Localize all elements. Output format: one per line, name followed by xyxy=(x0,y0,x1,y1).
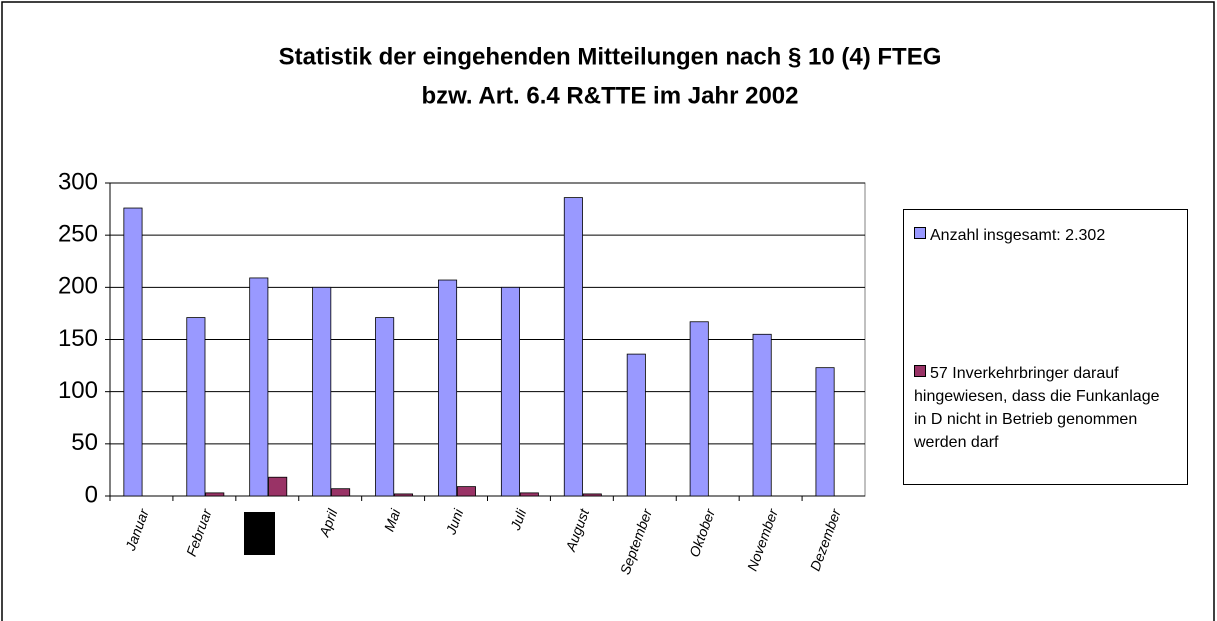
legend: Anzahl insgesamt: 2.302 57 Inverkehrbring… xyxy=(903,209,1188,485)
bar xyxy=(249,277,269,497)
x-tick-label: Juli xyxy=(507,506,530,533)
bar xyxy=(752,333,772,497)
bar xyxy=(519,492,539,497)
y-tick-label: 150 xyxy=(58,325,98,352)
bar xyxy=(331,488,351,497)
y-tick-label: 50 xyxy=(71,429,98,456)
bar xyxy=(563,197,583,497)
chart-title: bzw. Art. 6.4 R&TTE im Jahr 2002 xyxy=(421,82,798,109)
x-tick-label: Mai xyxy=(381,506,404,534)
legend-entry: 57 Inverkehrbringer darauf hingewiesen, … xyxy=(914,362,1176,454)
chart-title: Statistik der eingehenden Mitteilungen n… xyxy=(279,43,942,70)
bar xyxy=(500,286,520,497)
y-tick-label: 200 xyxy=(58,273,98,300)
y-tick-label: 0 xyxy=(85,481,98,508)
bar xyxy=(815,367,835,497)
bar xyxy=(186,317,206,497)
bar xyxy=(393,493,414,497)
bar xyxy=(626,353,646,497)
bar xyxy=(456,486,476,497)
bar xyxy=(205,492,225,497)
y-tick-label: 100 xyxy=(58,377,98,404)
legend-swatch xyxy=(914,227,926,239)
bar xyxy=(123,207,143,497)
bar xyxy=(268,476,288,497)
legend-label: Anzahl insgesamt: 2.302 xyxy=(930,227,1106,244)
bar xyxy=(312,286,332,497)
legend-entry: Anzahl insgesamt: 2.302 xyxy=(914,224,1176,247)
legend-swatch xyxy=(914,365,926,377)
y-tick-label: 300 xyxy=(58,168,98,195)
legend-label: 57 Inverkehrbringer darauf hingewiesen, … xyxy=(914,365,1160,451)
bar xyxy=(582,493,602,497)
y-tick-label: 250 xyxy=(58,221,98,248)
redaction xyxy=(244,512,275,555)
bar xyxy=(375,317,395,497)
bar xyxy=(689,321,709,497)
bar xyxy=(438,279,458,497)
